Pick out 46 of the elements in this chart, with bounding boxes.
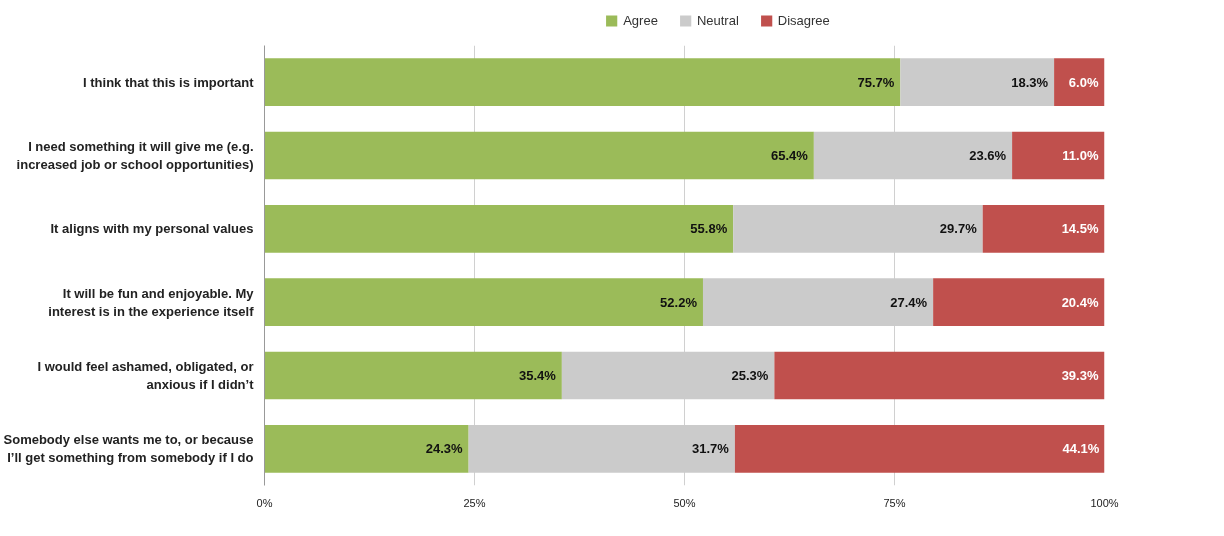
data-label: 25.3% bbox=[731, 368, 769, 383]
bar bbox=[1054, 58, 1105, 106]
data-label: 11.0% bbox=[1062, 148, 1099, 163]
y-tick-label: It will be fun and enjoyable. My interest is in the experience itself bbox=[48, 285, 255, 319]
bar bbox=[982, 205, 1105, 253]
data-label: 44.1% bbox=[1062, 441, 1100, 457]
data-label: 27.4% bbox=[890, 294, 928, 310]
data-label: 39.3% bbox=[1061, 368, 1099, 383]
legend-label: Disagree bbox=[777, 12, 830, 28]
bar bbox=[264, 425, 469, 473]
bar bbox=[264, 205, 734, 253]
x-tick-label: 75% bbox=[883, 496, 906, 509]
bar bbox=[264, 278, 703, 326]
data-label: 24.3% bbox=[425, 441, 464, 457]
y-tick-label: Somebody else wants me to, or because I’ll get something from somebody if I do bbox=[3, 432, 254, 466]
data-label: 18.3% bbox=[1011, 74, 1049, 90]
x-tick-label: 0% bbox=[256, 496, 273, 509]
bar bbox=[264, 131, 814, 180]
x-tick-label: 100% bbox=[1090, 496, 1119, 509]
data-label: 20.4% bbox=[1061, 294, 1099, 310]
bar bbox=[264, 58, 901, 106]
bar bbox=[774, 351, 1105, 400]
y-tick-label: It aligns with my personal values bbox=[50, 221, 254, 237]
data-label: 29.7% bbox=[939, 221, 978, 237]
data-label: 6.0% bbox=[1068, 74, 1099, 90]
data-label: 31.7% bbox=[692, 441, 730, 457]
data-label: 65.4% bbox=[771, 148, 809, 163]
data-label: 75.7% bbox=[857, 74, 895, 90]
bar bbox=[561, 351, 775, 400]
legend-label: Agree bbox=[623, 12, 658, 28]
y-tick-label: I think that this is important bbox=[83, 74, 255, 90]
bar bbox=[734, 425, 1105, 473]
data-label: 14.5% bbox=[1061, 221, 1099, 237]
data-label: 52.2% bbox=[660, 294, 698, 310]
y-tick-label: I would feel ashamed, obligated, or anxious if I didn’t bbox=[37, 359, 255, 392]
bar bbox=[1012, 131, 1105, 180]
data-label: 55.8% bbox=[690, 221, 728, 237]
x-tick-label: 50% bbox=[673, 496, 696, 509]
bar bbox=[900, 58, 1055, 106]
y-tick-label: I need something it will give me (e.g. increased job or school opportunities) bbox=[16, 139, 254, 172]
data-label: 35.4% bbox=[519, 368, 557, 383]
bar bbox=[264, 351, 562, 400]
legend-label: Neutral bbox=[696, 12, 739, 28]
data-label: 23.6% bbox=[969, 148, 1007, 163]
x-tick-label: 25% bbox=[463, 496, 486, 509]
bar bbox=[933, 278, 1105, 326]
